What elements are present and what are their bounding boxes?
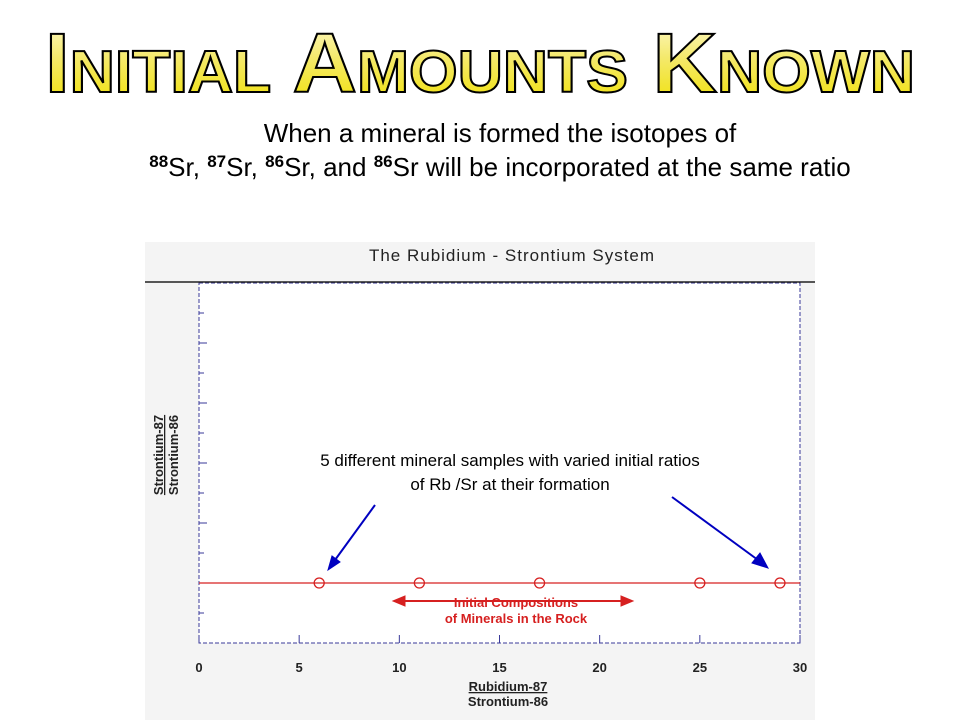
sample-point [774, 577, 786, 589]
sample-point [694, 577, 706, 589]
subtitle-lead: When a mineral is formed the isotopes of [263, 118, 737, 148]
mass-number: 88 [149, 152, 169, 171]
y-axis-label: Strontium-86 [166, 415, 181, 495]
range-arrow [391, 595, 635, 607]
arrows [327, 496, 770, 572]
annotation: 5 different mineral samples with varied … [320, 451, 700, 470]
mass-number: 86 [373, 152, 393, 171]
annotation: Initial Compositions [454, 595, 578, 610]
sample-point [413, 577, 426, 589]
chart-title: The Rubidium - Strontium System [369, 246, 655, 265]
isotope-text: Sr, [168, 152, 200, 182]
y-axis-label: Strontium-87 [151, 415, 166, 495]
subtitle: When a mineral is formed the isotopes of… [50, 116, 950, 184]
annotation: of Rb /Sr at their formation [410, 475, 609, 494]
isotope-text: Sr will be incorporated at the same rati… [392, 152, 851, 182]
x-axis-label: Rubidium-87 [469, 679, 548, 694]
x-tick-label: 5 [296, 660, 303, 675]
x-tick-label: 25 [693, 660, 707, 675]
mass-number: 87 [207, 152, 227, 171]
x-tick-label: 15 [492, 660, 506, 675]
slide-title: Initial Amounts Known [45, 16, 915, 110]
sample-point [313, 577, 325, 589]
x-tick-label: 0 [195, 660, 202, 675]
sample-point [533, 577, 546, 589]
isotope-text: Sr, [226, 152, 258, 182]
subtitle-isotopes: 88Sr, 87Sr, 86Sr, and 86Sr will be incor… [50, 150, 950, 184]
annotation: of Minerals in the Rock [445, 611, 588, 626]
isotope-text: Sr, and [284, 152, 367, 182]
x-axis-label: Strontium-86 [468, 694, 548, 709]
x-tick-label: 20 [592, 660, 606, 675]
mass-number: 86 [265, 152, 285, 171]
x-tick-label: 30 [793, 660, 807, 675]
x-tick-label: 10 [392, 660, 406, 675]
